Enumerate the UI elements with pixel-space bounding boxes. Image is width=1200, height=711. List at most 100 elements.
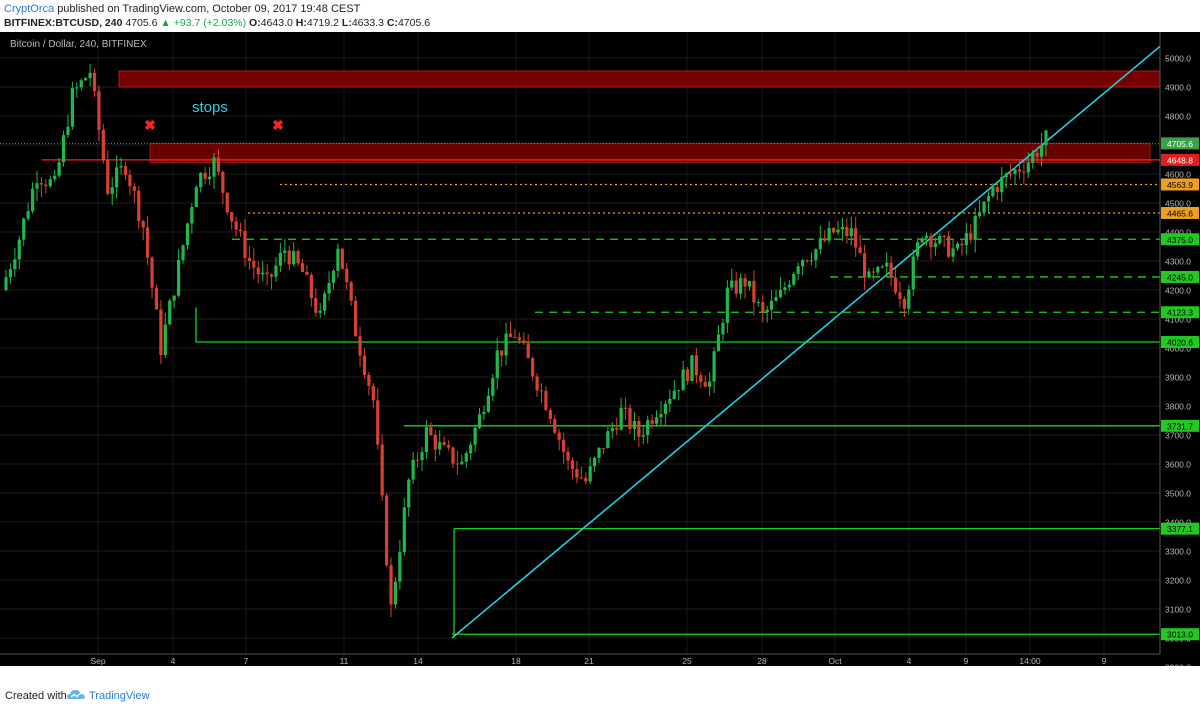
candle (553, 419, 557, 433)
price-tick-label: 4100.0 (1165, 315, 1191, 325)
candle (885, 262, 889, 267)
candle (659, 413, 663, 418)
candle (318, 310, 322, 313)
stops-label: stops (192, 99, 228, 116)
candle (203, 172, 207, 180)
candle (787, 284, 791, 288)
price-axis[interactable]: 5000.04900.04800.04700.04600.04500.04400… (1159, 32, 1200, 673)
candle (978, 212, 982, 217)
chart-area[interactable]: Bitcoin / Dollar, 240, BITFINEX stops ✖ … (0, 32, 1200, 673)
price-tick-label: 4600.0 (1165, 170, 1191, 180)
time-axis[interactable]: Sep 4 7 11 14 18 21 25 28 Oct 4 9 14:00 9 (0, 653, 1160, 666)
price-chart[interactable]: Bitcoin / Dollar, 240, BITFINEX stops ✖ … (0, 32, 1200, 673)
candle (460, 461, 464, 465)
price-tick-label: 3800.0 (1165, 402, 1191, 412)
price-tag (1161, 153, 1199, 166)
price-tag-label: 4123.3 (1167, 308, 1193, 318)
candle (792, 273, 796, 285)
price-tick-label: 4500.0 (1165, 199, 1191, 209)
candle (371, 385, 375, 401)
candle (672, 390, 676, 399)
candle (402, 507, 406, 553)
price-tag-label: 4020.6 (1167, 338, 1193, 348)
candle (88, 72, 92, 79)
candle (584, 477, 588, 482)
symbol-label: BITFINEX:BTCUSD, 240 (4, 17, 123, 29)
candle (929, 235, 933, 248)
candle (699, 375, 703, 382)
candle (442, 442, 446, 446)
candle (1035, 153, 1039, 157)
candle (991, 187, 995, 196)
low-value: 4633.3 (351, 17, 384, 29)
grid (0, 32, 1160, 668)
candle (278, 253, 282, 266)
candle (845, 226, 849, 237)
candle (809, 260, 814, 262)
candle (39, 183, 44, 185)
price-tag-label: 4648.8 (1167, 155, 1193, 165)
candle (8, 269, 13, 278)
candle (601, 447, 606, 449)
candle (22, 218, 26, 240)
candle (712, 351, 716, 382)
candle (619, 407, 623, 430)
candle (261, 272, 265, 275)
candle (854, 228, 858, 248)
candle (345, 268, 349, 283)
price-tick-label: 3100.0 (1165, 605, 1191, 615)
candle (761, 302, 765, 312)
price-tag (1161, 233, 1199, 246)
candle (362, 355, 367, 375)
annotations: Bitcoin / Dollar, 240, BITFINEX stops ✖ … (10, 39, 284, 133)
candle (650, 420, 654, 424)
candle (544, 390, 548, 410)
up-arrow-icon: ▲ (160, 17, 171, 29)
close-value: 4705.6 (397, 17, 431, 29)
candle (194, 187, 198, 208)
time-tick-label: 4 (907, 656, 912, 666)
candle (48, 179, 52, 187)
last-price: 4705.6 (125, 17, 158, 29)
tradingview-logo-icon (67, 690, 85, 699)
price-tick-label: 3900.0 (1165, 373, 1191, 383)
tradingview-brand[interactable]: TradingView (89, 690, 150, 702)
candle (221, 171, 225, 193)
candle (911, 256, 915, 290)
price-tick-label: 2900.0 (1165, 663, 1191, 667)
candle (902, 298, 906, 309)
candle (438, 442, 442, 450)
candle (473, 427, 477, 445)
price-tag (1161, 628, 1199, 641)
author-link[interactable]: CryptOrca (4, 3, 55, 15)
footer: Created with TradingView (0, 680, 1200, 711)
candle (30, 188, 35, 212)
candle (137, 190, 141, 221)
candle (234, 221, 238, 230)
price-tick-label: 3400.0 (1165, 518, 1191, 528)
candle (889, 262, 893, 278)
candle (265, 272, 269, 275)
candle (973, 216, 977, 240)
candle (92, 72, 97, 92)
price-tick-label: 3600.0 (1165, 460, 1191, 470)
candle (862, 253, 867, 278)
candle (663, 403, 668, 414)
candle (433, 434, 437, 450)
candle (168, 300, 172, 325)
price-tick-label: 3700.0 (1165, 431, 1191, 441)
candle (415, 459, 420, 461)
candle (907, 289, 911, 309)
candle (805, 260, 809, 262)
candle (610, 427, 614, 432)
candle (106, 160, 110, 194)
price-tag (1161, 522, 1199, 535)
candle (424, 427, 429, 453)
candle (898, 292, 902, 299)
candle (836, 229, 840, 233)
candle (947, 236, 951, 257)
stop-marker-icon: ✖ (144, 117, 156, 133)
candle (159, 309, 163, 356)
candle (141, 220, 145, 228)
candle (477, 414, 482, 428)
